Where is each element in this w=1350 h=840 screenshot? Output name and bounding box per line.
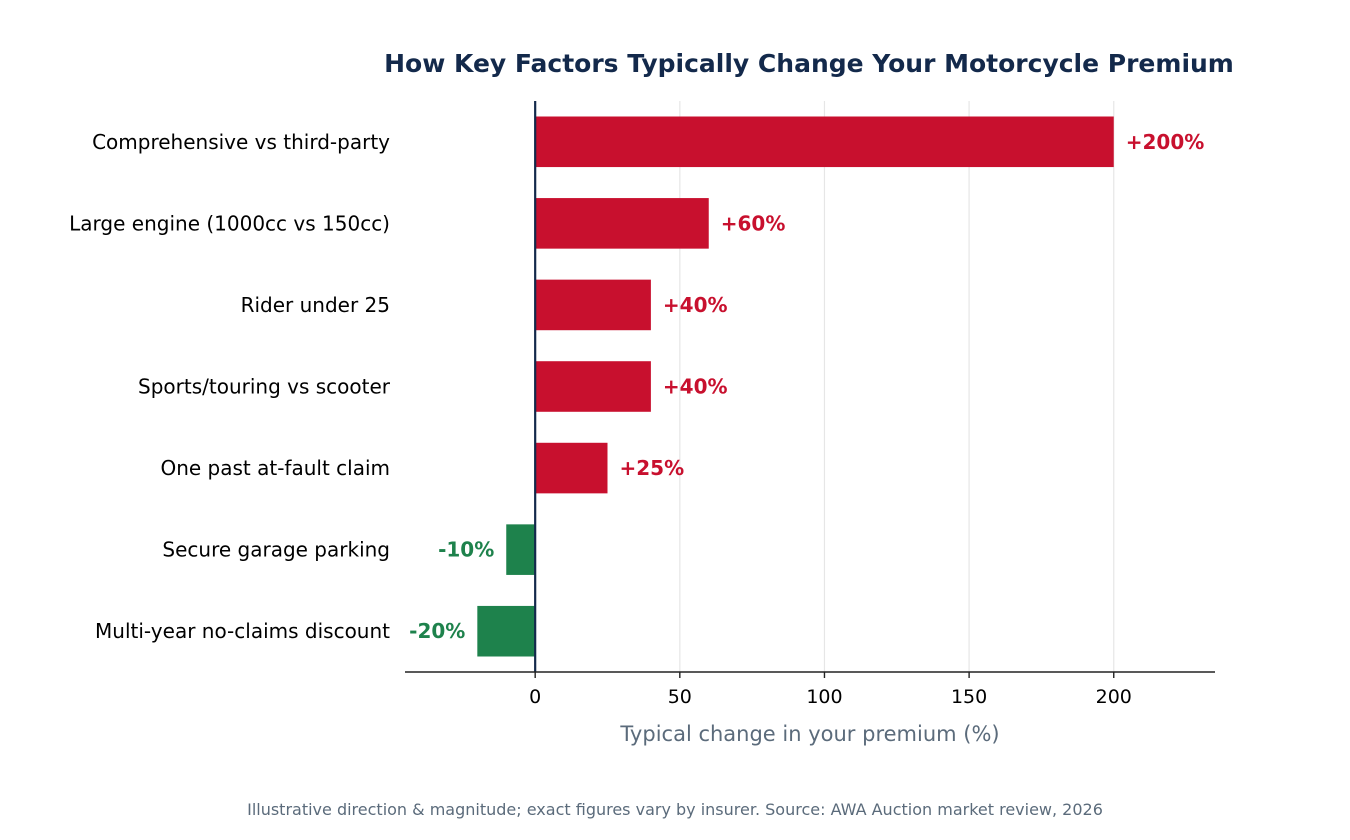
- axes: [405, 101, 1215, 678]
- category-label: Sports/touring vs scooter: [138, 375, 391, 399]
- value-label: +25%: [620, 456, 685, 480]
- x-tick-label: 0: [529, 686, 541, 708]
- x-axis-label: Typical change in your premium (%): [619, 722, 999, 746]
- bar-1: [535, 198, 709, 249]
- x-tick-label: 150: [951, 686, 987, 708]
- bars: [477, 116, 1114, 657]
- x-tick-label: 100: [806, 686, 842, 708]
- category-label: Comprehensive vs third-party: [92, 130, 390, 154]
- value-label: +40%: [663, 375, 728, 399]
- bar-0: [535, 116, 1114, 168]
- category-label: Rider under 25: [241, 293, 390, 317]
- bar-4: [535, 442, 608, 494]
- gridlines: [679, 101, 1115, 672]
- category-label: Multi-year no-claims discount: [95, 619, 390, 643]
- value-label: +40%: [663, 293, 728, 317]
- bar-2: [535, 279, 651, 331]
- category-label: One past at-fault claim: [160, 456, 390, 480]
- category-label: Secure garage parking: [162, 538, 390, 562]
- chart-title: How Key Factors Typically Change Your Mo…: [384, 49, 1234, 78]
- category-label: Large engine (1000cc vs 150cc): [69, 211, 390, 235]
- value-label: +200%: [1126, 130, 1205, 154]
- x-tick-label: 200: [1096, 686, 1132, 708]
- bar-5: [506, 524, 536, 575]
- bar-6: [477, 605, 536, 657]
- value-label: +60%: [721, 211, 786, 235]
- value-label: -10%: [438, 538, 494, 562]
- footnote: Illustrative direction & magnitude; exac…: [247, 800, 1103, 819]
- x-tick-label: 50: [668, 686, 692, 708]
- labels: Comprehensive vs third-party +200% Large e…: [69, 130, 1204, 708]
- bar-3: [535, 361, 651, 412]
- value-label: -20%: [409, 619, 465, 643]
